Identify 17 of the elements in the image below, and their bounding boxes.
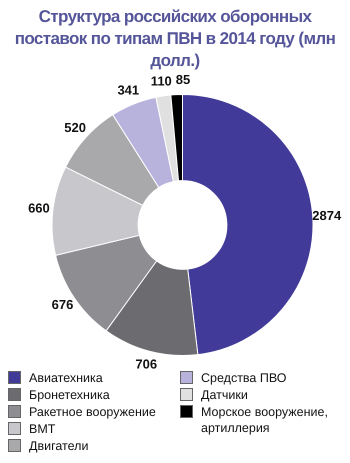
legend-label: Авиатехника (29, 370, 103, 386)
data-label: 520 (64, 120, 86, 135)
legend-label: Бронетехника (29, 387, 110, 403)
legend-label: Морское вооружение, артиллерия (201, 404, 329, 436)
data-label: 341 (117, 82, 140, 98)
data-label: 85 (176, 72, 190, 88)
data-label: 660 (28, 200, 50, 216)
data-label: 706 (135, 356, 158, 372)
chart-title: Структура российских оборонных поставок по типам ПВН в 2014 году (млн долл.) (14, 6, 336, 72)
legend-label: Ракетное вооружение (29, 404, 156, 420)
data-label: 2874 (312, 208, 342, 224)
legend-label: Датчики (201, 387, 248, 403)
legend-label: Двигатели (29, 438, 88, 454)
legend-label: ВМТ (29, 421, 56, 437)
legend-label: Средства ПВО (201, 370, 286, 386)
data-label: 110 (150, 74, 172, 89)
data-label: 676 (52, 297, 74, 312)
